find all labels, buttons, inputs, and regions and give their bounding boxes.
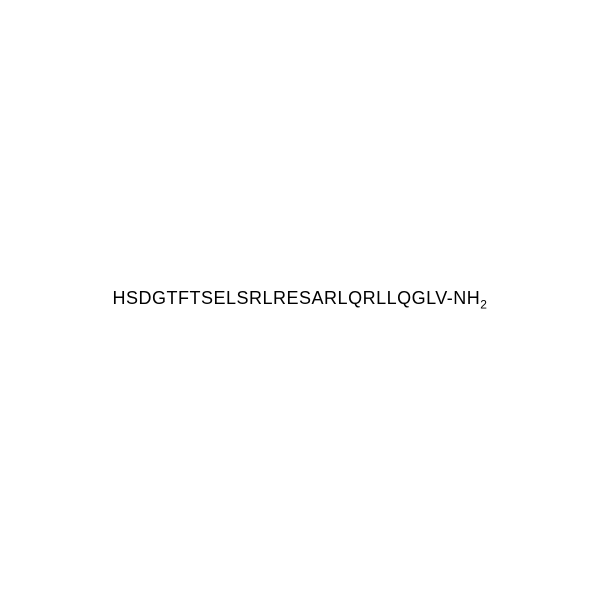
- sequence-main: HSDGTFTSELSRLRESARLQRLLQGLV-NH: [113, 288, 481, 308]
- sequence-subscript: 2: [480, 298, 487, 312]
- peptide-sequence-text: HSDGTFTSELSRLRESARLQRLLQGLV-NH2: [113, 288, 488, 312]
